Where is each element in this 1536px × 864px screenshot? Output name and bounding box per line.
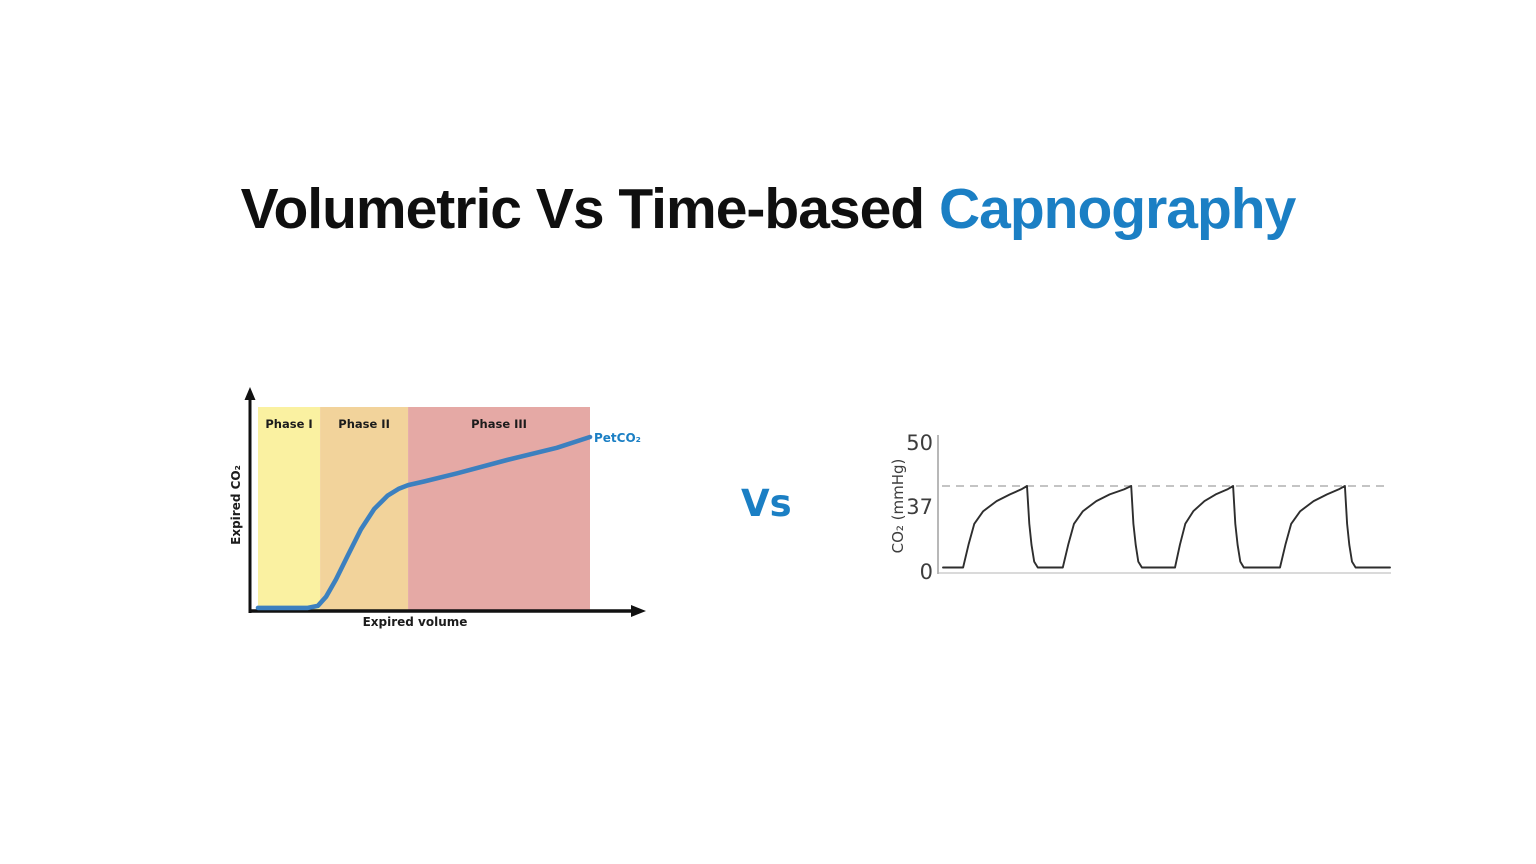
expired-co2-curve [255, 434, 593, 611]
ytick-0: 0 [920, 560, 933, 584]
y-axis-title: CO₂ (mmHg) [889, 459, 907, 554]
time-based-capnogram-svg: 50 37 0 CO₂ (mmHg) [889, 431, 1391, 584]
ytick-50: 50 [906, 431, 933, 455]
y-axis-title: Expired CO₂ [229, 465, 243, 545]
vs-label: Vs [741, 482, 792, 525]
petco2-label: PetCO₂ [594, 431, 641, 445]
phase-region [258, 407, 321, 611]
phase-region [408, 407, 590, 611]
phase-regions [258, 407, 590, 611]
phase-label: Phase III [471, 417, 527, 431]
page-title: Volumetric Vs Time-based Capnography [0, 176, 1536, 242]
x-axis-arrowhead-icon [631, 605, 646, 617]
phase-label: Phase II [338, 417, 390, 431]
x-axis-title: Expired volume [363, 615, 468, 629]
title-black-part: Volumetric Vs Time-based [240, 177, 925, 241]
y-axis-arrowhead-icon [244, 387, 256, 400]
co2-waveform-curve [942, 485, 1391, 569]
time-based-capnogram-figure: 50 37 0 CO₂ (mmHg) [885, 422, 1395, 590]
phase-label: Phase I [265, 417, 312, 431]
volumetric-capnogram-figure: Phase I Phase II Phase III Expired CO₂ Exp… [222, 385, 652, 635]
volumetric-capnogram-svg: Phase I Phase II Phase III Expired CO₂ Exp… [229, 387, 646, 629]
phase-region-labels: Phase I Phase II Phase III [265, 417, 527, 431]
title-blue-part: Capnography [938, 177, 1296, 241]
ytick-37: 37 [906, 495, 933, 519]
